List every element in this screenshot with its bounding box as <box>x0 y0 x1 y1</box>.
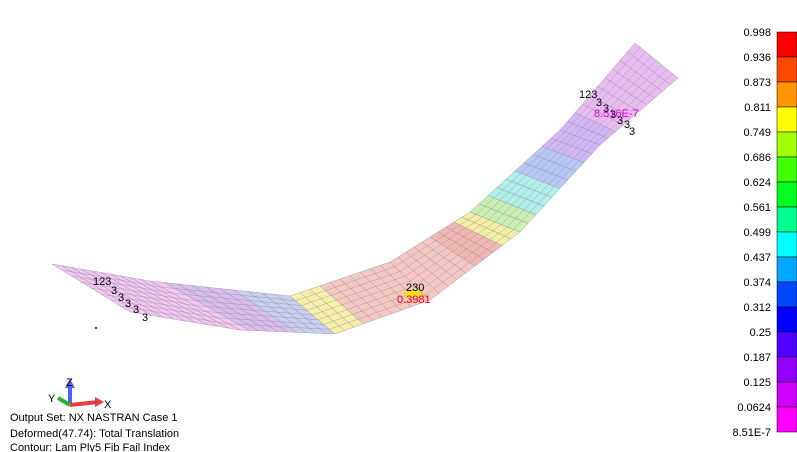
ply-label: 3 <box>603 103 609 115</box>
legend-label: 0.811 <box>744 102 771 114</box>
y-label: Y <box>48 393 56 405</box>
mesh-line <box>90 60 657 316</box>
legend-swatch <box>776 356 797 383</box>
z-label: Z <box>66 377 73 389</box>
legend-label: 0.0624 <box>737 402 771 414</box>
legend-label: 0.125 <box>743 377 771 389</box>
mesh-line <box>100 64 663 320</box>
legend-label: 0.312 <box>743 302 771 314</box>
legend-label: 0.561 <box>743 202 771 214</box>
ply-label: 3 <box>629 126 635 138</box>
contour-legend: 0.998 0.936 0.873 0.811 0.749 0.686 0.624 0.561… <box>732 27 797 439</box>
x-arrow <box>95 397 104 407</box>
legend-label: 0.374 <box>743 277 771 289</box>
max-value: 0.3981 <box>397 294 431 306</box>
legend-swatch <box>776 231 797 258</box>
legend-label: 0.686 <box>743 152 771 164</box>
mesh-line <box>81 55 652 311</box>
legend-label: 0.437 <box>743 252 771 264</box>
info-line: Contour: Lam Ply5 Fib Fail Index <box>10 442 171 452</box>
ply-label: 3 <box>596 97 602 109</box>
legend-swatch <box>776 56 797 83</box>
ply-label: 3 <box>133 304 139 316</box>
min-value: 8.516E-7 <box>594 108 639 120</box>
info-line: Deformed(47.74): Total Translation <box>10 428 179 440</box>
legend-label: 0.187 <box>743 352 771 364</box>
legend-label: 0.25 <box>750 327 771 339</box>
ply-label: 123 <box>579 89 597 101</box>
legend-label: 0.998 <box>743 27 771 39</box>
ply-label: 3 <box>617 115 623 127</box>
legend-swatch <box>776 81 797 108</box>
mesh-line <box>110 69 668 325</box>
legend-swatch <box>776 256 797 283</box>
axis-triad: Z X Y <box>48 377 112 411</box>
y-axis <box>56 396 72 407</box>
x-label: X <box>104 399 112 411</box>
legend-label: 8.51E-7 <box>732 427 771 439</box>
legend-label: 0.873 <box>743 77 771 89</box>
legend-swatch <box>776 381 797 408</box>
ply-label: 3 <box>610 109 616 121</box>
ply-label: 3 <box>624 119 630 131</box>
legend-swatch <box>776 206 797 233</box>
x-axis <box>69 400 99 407</box>
legend-swatch <box>776 31 797 58</box>
legend-swatch <box>776 181 797 208</box>
node <box>94 326 98 330</box>
legend-swatch <box>776 306 797 333</box>
info-line: Output Set: NX NASTRAN Case 1 <box>10 412 178 424</box>
legend-label: 0.749 <box>743 127 771 139</box>
legend-swatch <box>776 331 797 358</box>
legend-swatch <box>776 156 797 183</box>
ply-label: 3 <box>118 292 124 304</box>
legend-swatch <box>776 106 797 133</box>
element-highlight <box>402 289 424 298</box>
deformed-shell <box>51 42 679 335</box>
ply-label: 3 <box>125 298 131 310</box>
mesh-line <box>71 51 646 306</box>
legend-swatch <box>776 281 797 308</box>
legend-label: 0.624 <box>743 177 771 189</box>
legend-swatch <box>776 406 797 433</box>
mesh-line <box>61 47 641 301</box>
ply-label: 123 <box>93 276 111 288</box>
ply-label: 3 <box>142 312 148 324</box>
legend-label: 0.499 <box>743 227 771 239</box>
z-arrow <box>65 379 75 388</box>
mesh-line <box>120 73 673 330</box>
shell-strip <box>627 42 679 85</box>
legend-label: 0.936 <box>743 52 771 64</box>
ply-label: 3 <box>111 285 117 297</box>
element-label: 230 <box>406 282 424 294</box>
legend-swatch <box>776 131 797 158</box>
